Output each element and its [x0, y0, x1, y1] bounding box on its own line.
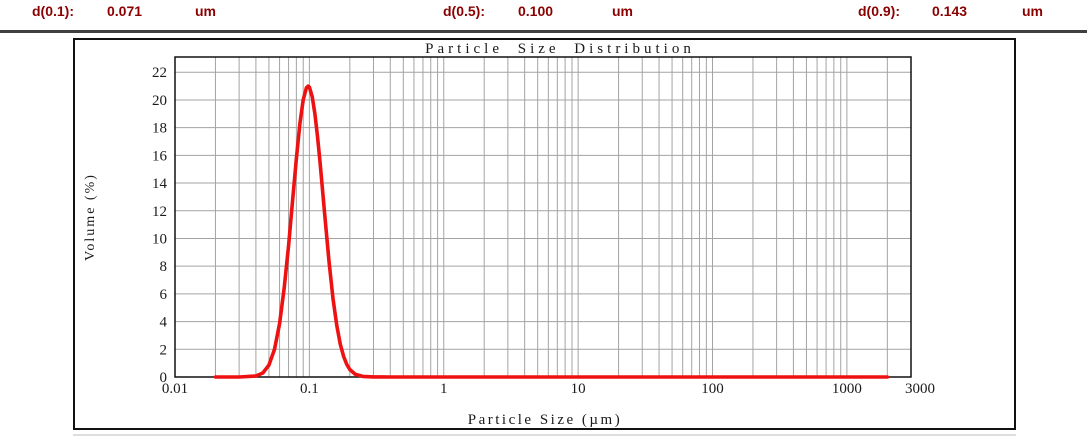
y-tick-label: 18	[152, 121, 167, 137]
y-tick-label: 14	[152, 176, 168, 192]
y-tick-label: 2	[160, 342, 168, 358]
d90-unit: um	[1022, 3, 1043, 19]
d10-label: d(0.1):	[32, 3, 74, 19]
y-tick-label: 4	[160, 315, 168, 331]
chart-frame: Particle Size Distribution Volume (%) 0 2 4 6…	[73, 38, 1016, 430]
x-tick-label: 3000	[905, 381, 935, 397]
y-tick-label: 10	[152, 231, 167, 247]
d50-unit: um	[612, 3, 633, 19]
y-tick-label: 22	[152, 65, 167, 81]
next-section-crop-line	[73, 434, 1016, 436]
x-tick-label: 1	[440, 381, 448, 397]
particle-size-chart: Particle Size Distribution Volume (%) 0 2 4 6…	[73, 38, 1016, 430]
d50-value: 0.100	[518, 3, 554, 19]
y-tick-label: 16	[152, 148, 168, 164]
x-tick-label: 10	[571, 381, 586, 397]
chart-title: Particle Size Distribution	[425, 41, 695, 57]
d50-label: d(0.5):	[443, 3, 485, 19]
d10-unit: um	[195, 3, 216, 19]
header-separator-line	[0, 30, 1087, 33]
x-tick-label: 100	[701, 381, 724, 397]
y-tick-label: 20	[152, 93, 167, 109]
x-axis-label: Particle Size (µm)	[468, 412, 622, 428]
d90-value: 0.143	[932, 3, 968, 19]
d90-label: d(0.9):	[858, 3, 900, 19]
x-tick-label: 0.01	[162, 381, 188, 397]
y-axis-label: Volume (%)	[83, 173, 98, 261]
plot-area-border	[174, 56, 912, 378]
y-tick-label: 0	[160, 370, 168, 386]
chart-outer-border	[73, 38, 1016, 430]
volume-distribution-curve	[213, 84, 890, 379]
y-tick-label: 8	[160, 259, 168, 275]
y-tick-label: 6	[160, 287, 168, 303]
y-tick-label: 12	[152, 204, 167, 220]
x-tick-label: 0.1	[300, 381, 319, 397]
x-tick-label: 1000	[832, 381, 862, 397]
d10-value: 0.071	[107, 3, 143, 19]
